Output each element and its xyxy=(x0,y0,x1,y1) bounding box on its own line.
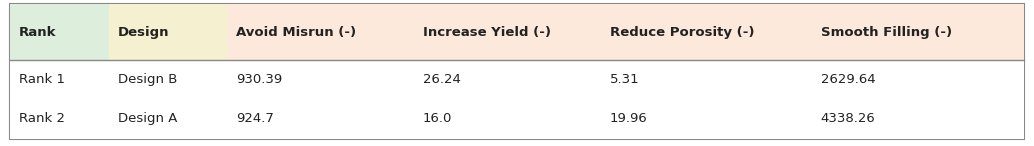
Text: Rank: Rank xyxy=(19,26,56,39)
Bar xyxy=(110,4,227,60)
Text: 930.39: 930.39 xyxy=(236,73,282,86)
Text: 2629.64: 2629.64 xyxy=(821,73,876,86)
Bar xyxy=(813,4,1024,60)
Text: Reduce Porosity (-): Reduce Porosity (-) xyxy=(610,26,754,39)
Text: Design: Design xyxy=(118,26,169,39)
Bar xyxy=(10,99,1024,139)
Text: 5.31: 5.31 xyxy=(610,73,639,86)
Text: Rank 1: Rank 1 xyxy=(19,73,64,86)
Text: Smooth Filling (-): Smooth Filling (-) xyxy=(821,26,952,39)
Text: 924.7: 924.7 xyxy=(236,112,274,126)
Text: Rank 2: Rank 2 xyxy=(19,112,64,126)
Text: Design A: Design A xyxy=(118,112,177,126)
Bar xyxy=(602,4,813,60)
Text: 26.24: 26.24 xyxy=(423,73,460,86)
Text: 4338.26: 4338.26 xyxy=(821,112,876,126)
Bar xyxy=(415,4,602,60)
Text: Design B: Design B xyxy=(118,73,177,86)
Bar xyxy=(10,60,1024,99)
Text: 19.96: 19.96 xyxy=(610,112,647,126)
Text: 16.0: 16.0 xyxy=(423,112,452,126)
Bar xyxy=(227,4,415,60)
Text: Increase Yield (-): Increase Yield (-) xyxy=(423,26,551,39)
Text: Avoid Misrun (-): Avoid Misrun (-) xyxy=(236,26,356,39)
Bar xyxy=(10,4,110,60)
